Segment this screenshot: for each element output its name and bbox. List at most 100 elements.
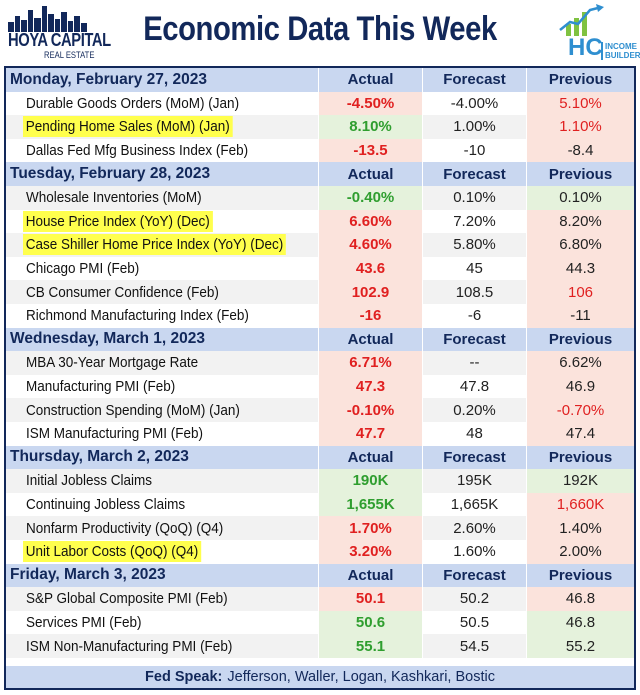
indicator-name: Richmond Manufacturing Index (Feb) (6, 304, 318, 328)
forecast-value: -4.00% (422, 91, 526, 116)
indicator-name: CB Consumer Confidence (Feb) (6, 280, 318, 304)
indicator-name: Manufacturing PMI (Feb) (6, 374, 318, 399)
actual-value: 1.70% (318, 516, 422, 540)
table-row: Initial Jobless Claims 190K 195K 192K (6, 469, 634, 493)
previous-value: 192K (526, 469, 634, 493)
previous-value: -11 (526, 304, 634, 328)
day-header-row: Thursday, March 2, 2023 Actual Forecast Pre… (6, 445, 634, 470)
indicator-name-text: Wholesale Inventories (MoM) (26, 189, 202, 207)
indicator-name-text: ISM Manufacturing PMI (Feb) (26, 425, 204, 443)
table-row: Construction Spending (MoM) (Jan) -0.10% 0… (6, 398, 634, 422)
header: HOYA CAPITAL REAL ESTATE Economic Data T… (0, 0, 640, 66)
column-header-previous: Previous (526, 563, 634, 588)
table-row: Dallas Fed Mfg Business Index (Feb) -13.5… (6, 138, 634, 163)
indicator-name-text: CB Consumer Confidence (Feb) (26, 283, 219, 301)
actual-value: -0.10% (318, 398, 422, 422)
table-row: ISM Manufacturing PMI (Feb) 47.7 48 47.4 (6, 422, 634, 446)
forecast-value: 1,665K (422, 492, 526, 517)
table-row: Chicago PMI (Feb) 43.6 45 44.3 (6, 256, 634, 281)
column-header-previous: Previous (526, 162, 634, 186)
indicator-name: Durable Goods Orders (MoM) (Jan) (6, 91, 318, 116)
previous-value: 1.40% (526, 516, 634, 540)
indicator-name-text: Services PMI (Feb) (26, 614, 142, 632)
forecast-value: 5.80% (422, 233, 526, 257)
indicator-name: Unit Labor Costs (QoQ) (Q4) (6, 540, 318, 564)
indicator-name: Wholesale Inventories (MoM) (6, 186, 318, 210)
previous-value: 1.10% (526, 115, 634, 139)
column-header-actual: Actual (318, 563, 422, 588)
indicator-name: Pending Home Sales (MoM) (Jan) (6, 115, 318, 139)
actual-value: 43.6 (318, 256, 422, 281)
forecast-value: 54.5 (422, 634, 526, 658)
table-row: Manufacturing PMI (Feb) 47.3 47.8 46.9 (6, 374, 634, 399)
growth-chart-icon (559, 4, 604, 36)
actual-value: 50.1 (318, 587, 422, 611)
forecast-value: -- (422, 351, 526, 375)
actual-value: -16 (318, 304, 422, 328)
forecast-value: -6 (422, 304, 526, 328)
table-row: CB Consumer Confidence (Feb) 102.9 108.5 10… (6, 280, 634, 304)
fed-speak-footer: Fed Speak: Jefferson, Waller, Logan, Kas… (6, 666, 634, 688)
logo-right-line2: BUILDER (605, 51, 640, 60)
previous-value: 0.10% (526, 186, 634, 210)
actual-value: 8.10% (318, 115, 422, 139)
actual-value: 6.60% (318, 209, 422, 234)
fed-speak-label: Fed Speak: (145, 669, 223, 685)
column-header-actual: Actual (318, 68, 422, 92)
previous-value: 46.8 (526, 610, 634, 635)
actual-value: 4.60% (318, 233, 422, 257)
actual-value: 47.7 (318, 422, 422, 446)
indicator-name-text: House Price Index (YoY) (Dec) (23, 210, 213, 232)
actual-value: 190K (318, 469, 422, 493)
indicator-name: House Price Index (YoY) (Dec) (6, 209, 318, 234)
forecast-value: 1.60% (422, 540, 526, 564)
forecast-value: 48 (422, 422, 526, 446)
previous-value: 46.9 (526, 374, 634, 399)
previous-value: 46.8 (526, 587, 634, 611)
table-row: Unit Labor Costs (QoQ) (Q4) 3.20% 1.60% 2.0… (6, 540, 634, 564)
income-builder-logo: HC INCOME BUILDER (556, 4, 640, 64)
forecast-value: 0.20% (422, 398, 526, 422)
table-row: Continuing Jobless Claims 1,655K 1,665K 1,6… (6, 492, 634, 517)
day-label: Tuesday, February 28, 2023 (10, 165, 211, 183)
table-row: Services PMI (Feb) 50.6 50.5 46.8 (6, 610, 634, 635)
table-row: House Price Index (YoY) (Dec) 6.60% 7.20% 8… (6, 209, 634, 234)
forecast-value: 47.8 (422, 374, 526, 399)
indicator-name-text: Unit Labor Costs (QoQ) (Q4) (23, 541, 201, 563)
indicator-name-text: Initial Jobless Claims (26, 472, 153, 490)
indicator-name-text: MBA 30-Year Mortgage Rate (26, 354, 199, 372)
indicator-name-text: Case Shiller Home Price Index (YoY) (Dec… (23, 234, 286, 256)
column-header-forecast: Forecast (422, 563, 526, 588)
forecast-value: 2.60% (422, 516, 526, 540)
indicator-name: Continuing Jobless Claims (6, 492, 318, 517)
forecast-value: -10 (422, 138, 526, 163)
table-row: Nonfarm Productivity (QoQ) (Q4) 1.70% 2.60… (6, 516, 634, 540)
actual-value: 55.1 (318, 634, 422, 658)
day-label: Monday, February 27, 2023 (10, 70, 207, 88)
table-row: Case Shiller Home Price Index (YoY) (Dec… (6, 233, 634, 257)
indicator-name: Services PMI (Feb) (6, 610, 318, 635)
logo-right-line1: INCOME (605, 42, 637, 51)
column-header-actual: Actual (318, 162, 422, 186)
indicator-name-text: Continuing Jobless Claims (26, 496, 186, 514)
table-row: MBA 30-Year Mortgage Rate 6.71% -- 6.62% (6, 351, 634, 375)
table-row: S&P Global Composite PMI (Feb) 50.1 50.2 46… (6, 587, 634, 611)
actual-value: -4.50% (318, 91, 422, 116)
forecast-value: 1.00% (422, 115, 526, 139)
previous-value: 2.00% (526, 540, 634, 564)
column-header-previous: Previous (526, 445, 634, 470)
forecast-value: 50.2 (422, 587, 526, 611)
previous-value: 6.62% (526, 351, 634, 375)
fed-speak-text: Jefferson, Waller, Logan, Kashkari, Bost… (227, 669, 495, 685)
indicator-name: Case Shiller Home Price Index (YoY) (Dec… (6, 233, 318, 257)
column-header-previous: Previous (526, 327, 634, 352)
previous-value: 6.80% (526, 233, 634, 257)
column-header-previous: Previous (526, 68, 634, 92)
forecast-value: 108.5 (422, 280, 526, 304)
previous-value: 44.3 (526, 256, 634, 281)
day-header-row: Tuesday, February 28, 2023 Actual Forecast… (6, 162, 634, 186)
forecast-value: 7.20% (422, 209, 526, 234)
column-header-forecast: Forecast (422, 68, 526, 92)
economic-data-table: Fed Speak: Jefferson, Waller, Logan, Kas… (4, 66, 636, 690)
previous-value: 55.2 (526, 634, 634, 658)
